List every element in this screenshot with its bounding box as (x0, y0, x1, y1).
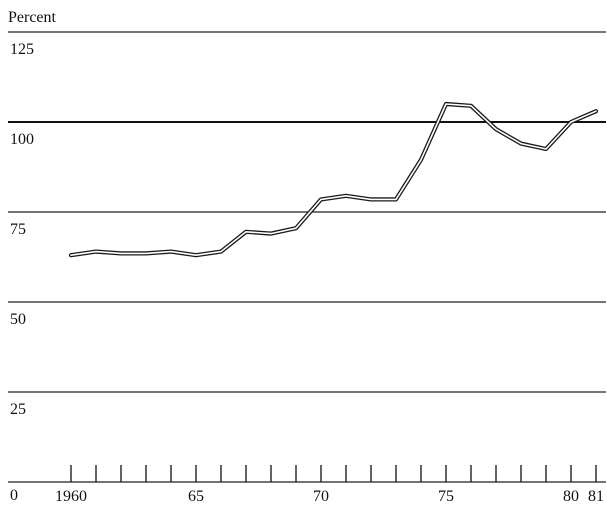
x-tick-labels: 1960 65 70 75 80 81 (55, 488, 604, 505)
series-line-inner-0 (70, 103, 597, 256)
series (68, 101, 599, 258)
y-tick-label-0: 0 (10, 487, 18, 504)
x-tick-label-70: 70 (313, 488, 329, 505)
y-tick-labels: 125 100 75 50 25 0 (10, 41, 34, 504)
y-tick-label-100: 100 (10, 131, 34, 148)
gridlines (8, 31, 606, 483)
x-tick-label-75: 75 (438, 488, 454, 505)
y-tick-label-25: 25 (10, 401, 26, 418)
x-tick-label-65: 65 (188, 488, 204, 505)
y-tick-label-75: 75 (10, 221, 26, 238)
x-ticks (70, 465, 597, 482)
y-axis-label: Percent (8, 9, 57, 26)
y-tick-label-125: 125 (10, 41, 34, 58)
x-tick-label-1960: 1960 (55, 488, 87, 505)
x-tick-label-80: 80 (563, 488, 579, 505)
x-tick-label-81: 81 (588, 488, 604, 505)
y-tick-label-50: 50 (10, 311, 26, 328)
series-line-0 (68, 101, 599, 258)
